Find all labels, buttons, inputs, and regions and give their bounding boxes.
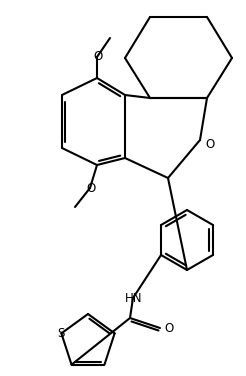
Text: O: O bbox=[164, 321, 173, 335]
Text: O: O bbox=[205, 138, 215, 152]
Text: HN: HN bbox=[125, 291, 143, 305]
Text: O: O bbox=[86, 182, 96, 194]
Text: O: O bbox=[93, 50, 103, 64]
Text: S: S bbox=[58, 327, 65, 340]
